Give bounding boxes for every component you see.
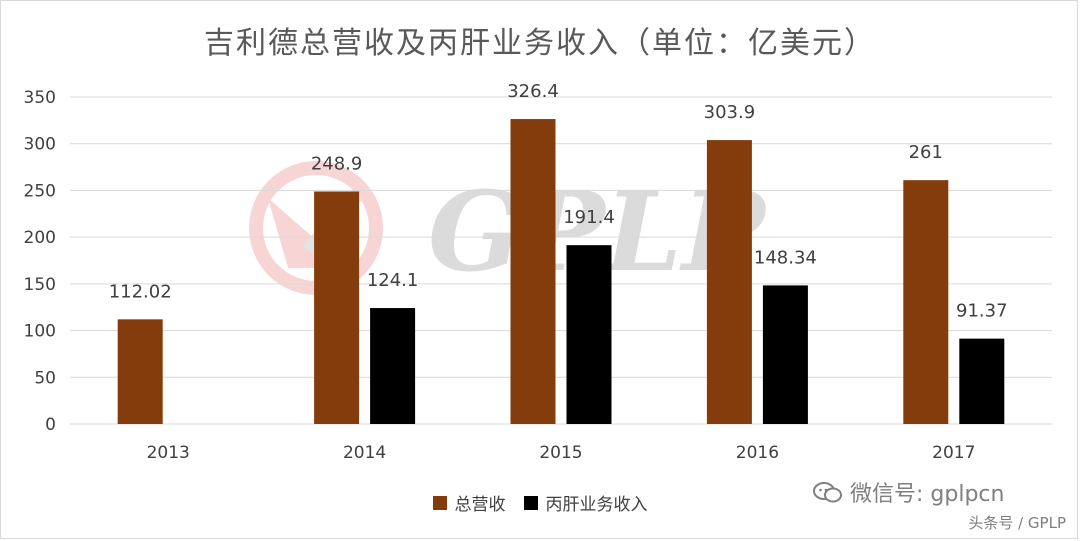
x-tick-label-2016: 2016 (736, 443, 779, 463)
gridlines (70, 96, 1052, 425)
legend: 总营收 丙肝业务收入 (0, 490, 1080, 515)
bar-hcv-2014 (370, 308, 416, 424)
y-tick-label-100: 100 (24, 322, 56, 342)
bar-hcv-2016 (762, 285, 808, 424)
chart-title: 吉利德总营收及丙肝业务收入（单位：亿美元） (204, 26, 876, 61)
y-tick-label-300: 300 (24, 135, 56, 155)
x-axis-ticks: 2013 2014 2015 2016 2017 (147, 443, 976, 463)
bar-total-2013 (117, 319, 163, 424)
x-tick-label-2015: 2015 (539, 443, 582, 463)
y-tick-label-50: 50 (34, 368, 56, 388)
y-tick-label-350: 350 (24, 88, 56, 108)
legend-item-total: 总营收 (432, 490, 506, 515)
wechat-icon (813, 482, 842, 503)
data-label-total-2015: 326.4 (507, 81, 559, 102)
toutiao-watermark: 头条号 / GPLP (968, 514, 1066, 532)
data-label-hcv-2017: 91.37 (956, 301, 1008, 322)
wechat-id-text: 微信号: gplpcn (850, 482, 1005, 507)
legend-swatch-hcv (523, 495, 538, 510)
x-tick-label-2017: 2017 (932, 443, 975, 463)
data-label-total-2017: 261 (909, 142, 943, 163)
y-axis-ticks: 0 50 100 150 200 250 300 350 (24, 88, 56, 435)
data-label-total-2013: 112.02 (109, 281, 172, 302)
data-label-hcv-2015: 191.4 (563, 207, 615, 228)
data-label-hcv-2014: 124.1 (367, 270, 419, 291)
bar-hcv-2015 (566, 245, 612, 424)
y-tick-label-0: 0 (45, 415, 56, 435)
bar-total-2017 (903, 180, 949, 424)
x-tick-label-2013: 2013 (147, 443, 190, 463)
y-tick-label-200: 200 (24, 228, 56, 248)
bars (117, 119, 1005, 425)
bar-total-2015 (510, 119, 556, 425)
data-label-hcv-2016: 148.34 (754, 247, 817, 268)
bar-total-2016 (706, 140, 752, 425)
legend-label-hcv: 丙肝业务收入 (545, 495, 648, 515)
bar-total-2014 (314, 191, 360, 424)
bar-hcv-2017 (959, 338, 1005, 424)
legend-item-hcv: 丙肝业务收入 (523, 490, 648, 515)
legend-swatch-total (432, 495, 447, 510)
legend-label-total: 总营收 (454, 495, 506, 515)
data-label-total-2016: 303.9 (704, 102, 756, 123)
wechat-watermark: 微信号: gplpcn (812, 476, 1004, 508)
y-tick-label-250: 250 (24, 181, 56, 201)
x-tick-label-2014: 2014 (343, 443, 386, 463)
y-tick-label-150: 150 (24, 275, 56, 295)
data-label-total-2014: 248.9 (311, 153, 363, 174)
data-labels: 112.02 248.9 124.1 326.4 191.4 303.9 148.34 261… (109, 81, 1008, 322)
